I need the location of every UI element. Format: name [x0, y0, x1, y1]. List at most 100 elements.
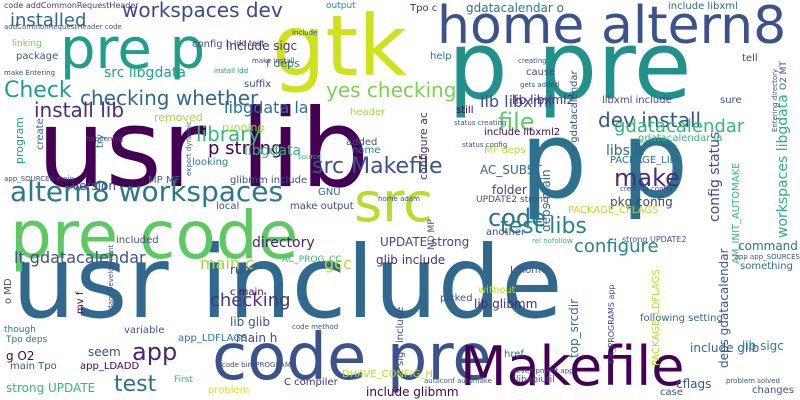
cloud-word: c main — [230, 287, 264, 298]
cloud-word: rel nofollow — [532, 237, 573, 245]
cloud-word: lt gdatacalendar — [14, 248, 146, 267]
cloud-word: MP MF — [148, 175, 181, 186]
cloud-word: app_LDFLAGS — [178, 333, 248, 344]
cloud-word: make — [614, 164, 680, 192]
cloud-word: include glibmm — [366, 385, 459, 399]
cloud-word: app_LDADD — [80, 361, 140, 372]
cloud-word: libxml include — [602, 95, 672, 106]
cloud-word: following setting — [640, 313, 723, 324]
cloud-word: package — [16, 51, 59, 62]
cloud-word: addCommonRequestHeader code — [4, 23, 122, 31]
cloud-word: src — [354, 171, 433, 234]
cloud-word: libgdata — [244, 143, 302, 159]
cloud-word: gdatacalendar o — [466, 1, 564, 15]
cloud-word: installed — [10, 10, 87, 31]
cloud-word: lib glibmm — [474, 297, 538, 311]
cloud-word: usr include — [12, 224, 563, 341]
cloud-word: DHAVE_CONFIG_H — [342, 369, 433, 380]
cloud-word: status creating — [454, 119, 507, 127]
cloud-word: code pre — [212, 321, 492, 395]
cloud-word: app_SOURCES main — [4, 175, 74, 183]
cloud-word: source — [298, 153, 322, 161]
cloud-word: something — [740, 261, 793, 272]
cloud-word: sure — [720, 95, 742, 106]
cloud-word: directory — [252, 235, 315, 251]
cloud-word: Tpo c — [410, 3, 438, 14]
cloud-word: gdatacalendar — [614, 116, 745, 137]
cloud-word: p p — [520, 99, 689, 222]
cloud-word: p pre — [448, 12, 692, 121]
cloud-word: development app — [512, 367, 574, 375]
cloud-word: command — [738, 239, 798, 253]
cloud-word: make Entering — [4, 69, 56, 77]
cloud-word: help — [430, 51, 452, 62]
cloud-word: PACKAGE_CFLAGS — [568, 205, 659, 216]
cloud-word: library — [196, 122, 261, 146]
cloud-word: gets added — [520, 81, 560, 89]
cloud-word: configure ac — [417, 112, 430, 180]
cloud-word: UPDATE2 strong — [476, 195, 549, 205]
cloud-word: usr lib — [37, 87, 370, 212]
cloud-word: install ldd — [214, 67, 249, 75]
cloud-word: problem — [208, 385, 250, 396]
cloud-word: code bin_PROGRAMS — [222, 361, 296, 369]
cloud-word: config h — [192, 39, 233, 50]
cloud-word: GNU — [318, 187, 341, 198]
cloud-word: libapiutil — [516, 375, 555, 385]
cloud-word: still — [456, 105, 474, 116]
cloud-word: cflags — [676, 377, 712, 391]
cloud-word: status config — [462, 141, 508, 149]
cloud-word: include libxml — [668, 1, 738, 12]
cloud-word: install lib — [34, 98, 125, 122]
cloud-word: looking — [192, 157, 229, 168]
cloud-word: Entering directory — [771, 68, 779, 132]
cloud-word: strong UPDATE — [6, 381, 96, 395]
cloud-word: gdatacalendar la — [638, 133, 723, 144]
cloud-word: app — [132, 338, 178, 366]
cloud-word: include — [292, 29, 318, 37]
cloud-word: O2 MT — [779, 61, 789, 90]
cloud-word: test libs — [500, 214, 587, 239]
cloud-word: linking — [12, 39, 42, 49]
cloud-word: case — [660, 387, 683, 398]
cloud-word: p strong — [208, 138, 283, 159]
cloud-word: happening — [86, 135, 124, 143]
cloud-word: strong UPDATE2 — [622, 235, 687, 244]
cloud-word: href — [504, 349, 524, 360]
cloud-word: lib libxml — [480, 92, 553, 111]
cloud-word: C compiler — [284, 377, 338, 388]
cloud-word: Makefile — [460, 335, 685, 398]
cloud-word: dev install — [598, 108, 702, 132]
cloud-word: creating — [518, 57, 547, 65]
cloud-word: changes — [752, 385, 795, 396]
cloud-word: export dynamic — [185, 121, 193, 176]
cloud-word: sigc include — [395, 306, 406, 366]
cloud-word: Tpo deps — [6, 335, 48, 345]
cloud-word: program — [13, 117, 26, 164]
cloud-word: PACKAGE_LIBS — [610, 155, 683, 166]
cloud-word: name — [352, 145, 381, 156]
cloud-word: without — [478, 285, 516, 296]
cloud-word: L home — [510, 265, 548, 276]
cloud-word: suffix — [244, 79, 272, 90]
cloud-word: variable — [124, 325, 165, 336]
cloud-word: creating config — [620, 185, 673, 193]
cloud-word: gtk — [272, 0, 407, 95]
cloud-word: altern8 workspaces — [10, 175, 284, 208]
cloud-word: workspaces dev — [122, 0, 283, 22]
cloud-word: First — [174, 375, 193, 385]
cloud-word: running — [222, 121, 265, 134]
cloud-word: g O2 — [6, 349, 35, 363]
cloud-word: though — [4, 325, 36, 335]
cloud-word: version — [72, 179, 116, 193]
cloud-word: mv f — [75, 291, 86, 314]
cloud-word: lib sigc — [742, 339, 784, 353]
cloud-word: removed — [154, 111, 203, 124]
cloud-word: include glib — [690, 341, 760, 355]
cloud-word: make output — [290, 201, 354, 212]
cloud-word: glib include — [376, 253, 446, 267]
cloud-word: f deps — [266, 57, 300, 70]
cloud-word: lib libxml2 — [512, 93, 575, 107]
cloud-word: config status — [707, 131, 723, 222]
cloud-word: include libxml2 — [484, 127, 561, 138]
